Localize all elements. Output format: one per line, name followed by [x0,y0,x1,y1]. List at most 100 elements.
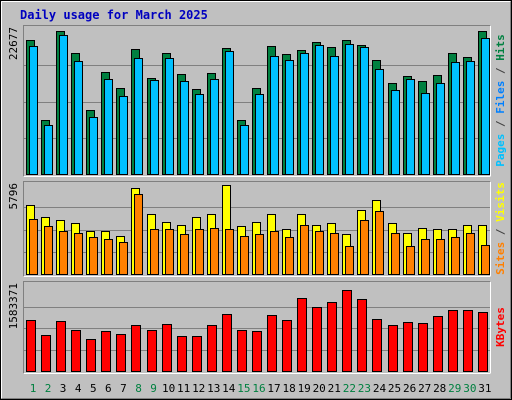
x-tick-label: 31 [478,382,491,395]
bar-pages-25 [391,90,400,175]
bar-pages-11 [180,81,189,175]
bar-pages-2 [44,125,53,175]
bar-sites-13 [210,228,219,275]
x-tick-label: 6 [105,382,112,395]
bar-sites-1 [29,219,38,275]
chart-title: Daily usage for March 2025 [20,8,208,22]
panel-max-label: 22677 [7,27,20,60]
x-tick-label: 24 [373,382,387,395]
bar-kbytes-18 [282,320,292,372]
bar-sites-22 [345,246,354,275]
bar-pages-14 [225,51,234,175]
panel-side-label: KBytes [494,307,507,347]
x-tick-label: 3 [60,382,67,395]
bar-kbytes-23 [357,299,367,372]
x-tick-label: 23 [358,382,371,395]
x-tick-label: 30 [463,382,476,395]
bar-kbytes-15 [237,330,247,372]
x-tick-label: 28 [433,382,446,395]
bar-sites-19 [300,225,309,275]
bar-pages-1 [29,46,38,175]
bar-pages-8 [134,58,143,175]
bar-pages-9 [150,80,159,175]
bar-kbytes-19 [297,298,307,372]
side-label-part: Pages [494,134,507,167]
x-tick-label: 10 [162,382,175,395]
bar-sites-20 [315,231,324,275]
side-label-part: Hits [494,34,507,61]
side-label-part: / [494,61,507,81]
bar-sites-12 [195,229,204,275]
bar-pages-5 [89,117,98,175]
bar-pages-10 [165,58,174,175]
bar-sites-21 [330,233,339,275]
x-tick-label: 15 [237,382,250,395]
x-tick-label: 14 [222,382,236,395]
bar-pages-22 [345,44,354,175]
bar-pages-13 [210,79,219,175]
bar-sites-28 [436,239,445,275]
bar-sites-31 [481,245,490,275]
bar-sites-6 [104,239,113,275]
bar-sites-25 [391,233,400,275]
bar-sites-7 [119,242,128,275]
bar-sites-11 [180,234,189,275]
bar-pages-12 [195,94,204,175]
bar-kbytes-10 [162,324,172,372]
x-tick-label: 18 [282,382,295,395]
bar-pages-21 [330,56,339,175]
bar-pages-27 [421,93,430,175]
bar-kbytes-3 [56,321,66,372]
bar-sites-27 [421,239,430,275]
x-tick-label: 2 [45,382,52,395]
bar-kbytes-8 [131,325,141,372]
bar-kbytes-30 [463,310,473,372]
x-tick-label: 11 [177,382,190,395]
bar-pages-28 [436,83,445,175]
bar-kbytes-16 [252,331,262,372]
bar-sites-29 [451,237,460,275]
panel-kbytes: 1583371 KBytes [7,281,507,374]
bar-sites-30 [466,233,475,275]
bar-kbytes-28 [433,316,443,372]
bar-kbytes-4 [71,330,81,372]
x-tick-label: 9 [150,382,157,395]
bar-sites-23 [360,220,369,275]
bar-pages-30 [466,61,475,175]
bar-sites-26 [406,246,415,275]
bar-pages-31 [481,38,490,175]
bar-sites-9 [150,229,159,275]
side-label-part: / [494,222,507,242]
bar-pages-20 [315,45,324,175]
bar-kbytes-27 [418,323,428,372]
bar-kbytes-12 [192,336,202,372]
bar-kbytes-7 [116,334,126,372]
bar-kbytes-17 [267,315,277,372]
bar-sites-17 [270,231,279,275]
bar-kbytes-20 [312,307,322,372]
bar-kbytes-13 [207,325,217,372]
bar-kbytes-1 [26,320,36,372]
bar-kbytes-29 [448,310,458,372]
x-tick-label: 4 [75,382,82,395]
bar-pages-7 [119,96,128,175]
panel-max-label: 5796 [7,183,20,210]
x-tick-label: 13 [207,382,220,395]
bar-kbytes-5 [86,339,96,372]
side-label-part: KBytes [494,307,507,347]
bar-sites-3 [59,231,68,275]
x-tick-label: 8 [135,382,142,395]
panel-pages_files_hits: 22677 Pages / Files / Hits [7,25,507,177]
panel-max-label: 1583371 [7,283,20,329]
bar-pages-23 [360,47,369,175]
x-tick-label: 26 [403,382,416,395]
chart-panels: 22677 Pages / Files / Hits 5796 Sites / Vis… [7,25,507,374]
bar-pages-16 [255,94,264,175]
bar-pages-26 [406,79,415,175]
x-axis-labels: 1 2 3 4 5 6 7 8 9 10 11 12 13 14 15 16 17 18 19 20 21 22 23 24 2… [30,382,492,395]
bar-kbytes-24 [372,319,382,372]
x-tick-label: 27 [418,382,431,395]
bar-pages-29 [451,62,460,175]
x-tick-label: 1 [30,382,37,395]
